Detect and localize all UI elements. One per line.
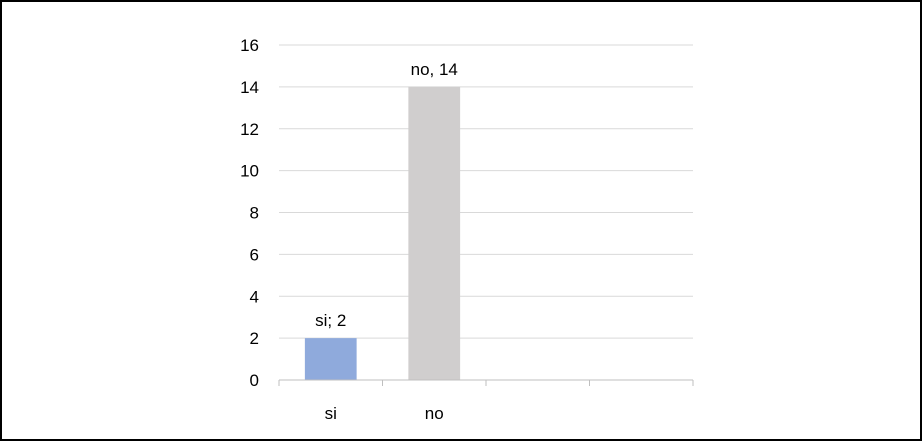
data-label-no: no, 14 [411, 60, 458, 79]
x-tick-label: no [425, 404, 444, 423]
y-tick-label: 10 [240, 162, 259, 181]
y-tick-label: 2 [250, 329, 259, 348]
bar-no [408, 86, 461, 380]
bar-chart: 0 2 4 6 8 10 12 14 16 si no si; 2 no, 14 [240, 36, 694, 423]
y-tick-label: 4 [250, 287, 259, 306]
y-tick-label: 8 [250, 204, 259, 223]
y-tick-label: 0 [250, 371, 259, 390]
bar-si [304, 338, 357, 380]
y-tick-label: 16 [240, 36, 259, 55]
y-tick-label: 14 [240, 78, 259, 97]
x-tick-label: si [325, 404, 337, 423]
y-tick-label: 6 [250, 245, 259, 264]
data-label-si: si; 2 [315, 311, 346, 330]
y-tick-label: 12 [240, 120, 259, 139]
